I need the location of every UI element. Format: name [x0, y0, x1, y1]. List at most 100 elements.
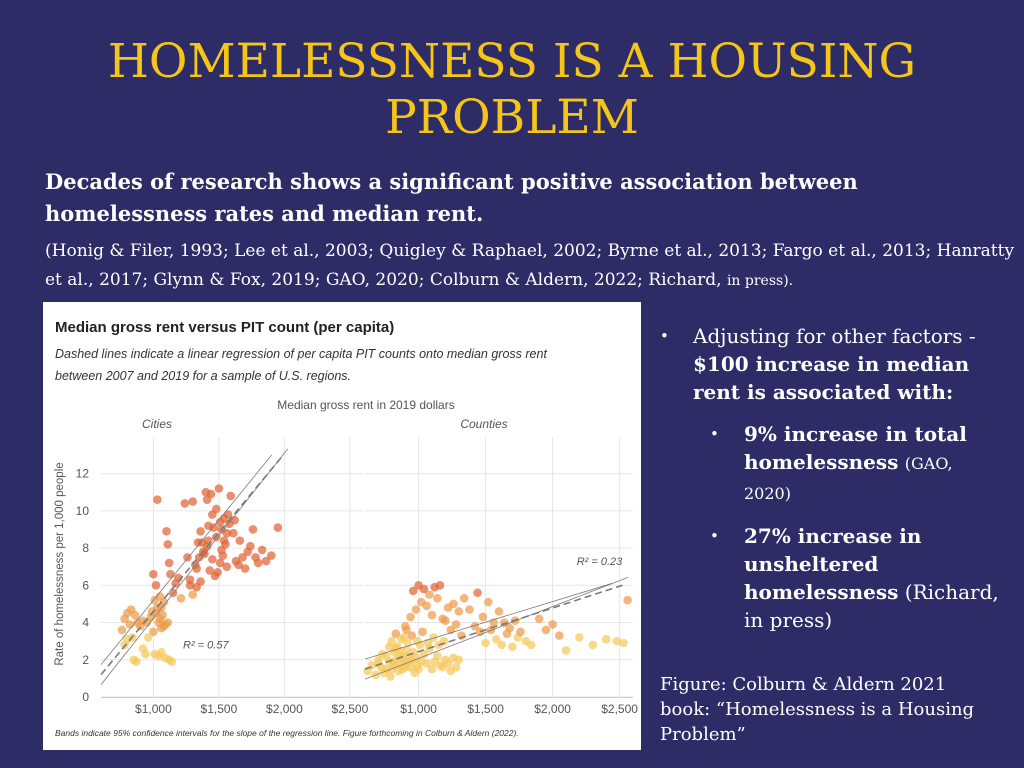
scatter-point — [494, 607, 504, 616]
scatter-point — [149, 569, 158, 579]
scatter-point — [143, 633, 153, 642]
scatter-point — [414, 664, 423, 674]
bullet-marker: • — [660, 327, 669, 345]
scatter-point — [427, 610, 437, 620]
bullet2-bold: 9% increase in total homelessness — [744, 422, 967, 474]
bullet-marker: • — [710, 425, 719, 443]
confidence-band-line — [364, 576, 629, 680]
scatter-point — [196, 577, 205, 586]
scatter-point — [541, 625, 551, 635]
scatter-point — [248, 525, 258, 534]
citation-main: (Honig & Filer, 1993; Lee et al., 2003; … — [45, 241, 1015, 290]
scatter-point — [125, 620, 135, 629]
x-tick-label: $1,000 — [135, 702, 172, 716]
scatter-point — [423, 638, 433, 648]
x-tick-label: $2,500 — [601, 702, 638, 716]
scatter-point — [158, 610, 167, 620]
scatter-point — [492, 634, 501, 644]
scatter-point — [422, 659, 431, 668]
scatter-point — [418, 627, 427, 637]
scatter-point — [141, 649, 150, 659]
scatter-point — [457, 631, 466, 640]
y-tick-label: 8 — [82, 541, 89, 555]
scatter-point — [408, 586, 418, 596]
scatter-point — [400, 621, 410, 631]
scatter-point — [235, 536, 245, 545]
y-tick-label: 2 — [82, 653, 89, 667]
scatter-point — [130, 610, 140, 620]
scatter-point — [427, 664, 437, 674]
scatter-point — [192, 564, 201, 573]
scatter-chart: Median gross rent versus PIT count (per … — [54, 319, 639, 738]
scatter-point — [555, 631, 564, 640]
y-tick-label: 10 — [76, 504, 90, 518]
scatter-point — [481, 638, 490, 648]
scatter-point — [204, 521, 213, 531]
bullet1-text: Adjusting for other factors - — [693, 324, 976, 348]
scatter-point — [419, 584, 429, 594]
scatter-point — [588, 640, 598, 650]
regression-line — [364, 584, 623, 670]
scatter-point — [378, 649, 387, 659]
slide-title: HOMELESSNESS IS A HOUSING PROBLEM — [107, 34, 917, 145]
bullet-marker: • — [710, 527, 719, 545]
scatter-point — [612, 636, 622, 646]
scatter-point — [214, 484, 224, 493]
chart-footnote: Bands indicate 95% confidence intervals … — [55, 728, 519, 738]
scatter-point — [273, 523, 283, 532]
scatter-point — [163, 618, 173, 627]
scatter-point — [465, 605, 474, 614]
scatter-point — [443, 659, 453, 668]
scatter-point — [548, 620, 557, 629]
scatter-point — [164, 558, 174, 568]
scatter-point — [230, 515, 239, 525]
scatter-point — [454, 607, 464, 616]
x-tick-label: $1,000 — [400, 702, 437, 716]
scatter-point — [162, 527, 171, 536]
scatter-point — [197, 538, 207, 547]
scatter-point — [433, 594, 442, 603]
scatter-point — [451, 662, 461, 672]
x-tick-label: $2,000 — [266, 702, 303, 716]
y-tick-label: 4 — [82, 616, 89, 630]
intro-text: Decades of research shows a significant … — [45, 169, 858, 226]
scatter-point — [185, 581, 195, 590]
bullet3-cite: (Richard, in press) — [744, 580, 999, 632]
bullet-total-homelessness: • 9% increase in total homelessness (GAO… — [710, 420, 1000, 508]
scatter-point — [206, 489, 216, 499]
y-tick-label: 6 — [82, 578, 89, 592]
scatter-point — [167, 657, 177, 666]
scatter-point — [575, 633, 584, 642]
panel-label: Cities — [142, 417, 172, 431]
scatter-point — [433, 651, 442, 661]
scatter-point — [386, 672, 395, 681]
scatter-point — [253, 558, 263, 568]
scatter-point — [234, 560, 243, 570]
chart-subtitle-line1: Dashed lines indicate a linear regressio… — [55, 347, 547, 361]
plot-area: 12 10 8 6 4 2 0 Cities $1,000 $1,500 $2,000 $2,500 R… — [76, 417, 639, 716]
scatter-point — [122, 634, 132, 644]
scatter-point — [208, 554, 217, 564]
scatter-point — [246, 541, 255, 551]
scatter-point — [117, 625, 127, 635]
scatter-point — [395, 646, 405, 655]
scatter-point — [238, 553, 247, 562]
scatter-point — [219, 536, 229, 545]
bullet-rent-effect: • Adjusting for other factors - $100 inc… — [660, 322, 1000, 406]
scatter-point — [396, 634, 406, 644]
confidence-band-line — [100, 454, 273, 665]
scatter-point — [159, 597, 169, 607]
bullet3-bold: 27% increase in unsheltered homelessness — [744, 524, 922, 604]
scatter-point — [222, 562, 232, 571]
scatter-point — [601, 634, 611, 644]
scatter-point — [132, 657, 141, 666]
scatter-point — [425, 590, 434, 599]
x-tick-label: $1,500 — [467, 702, 504, 716]
bullet1-bold: $100 increase in median rent is associat… — [693, 352, 970, 404]
scatter-point — [240, 564, 250, 573]
scatter-point — [392, 655, 402, 665]
scatter-point — [619, 638, 628, 648]
scatter-point — [429, 633, 438, 642]
scatter-point — [215, 558, 225, 568]
scatter-point — [257, 545, 267, 555]
